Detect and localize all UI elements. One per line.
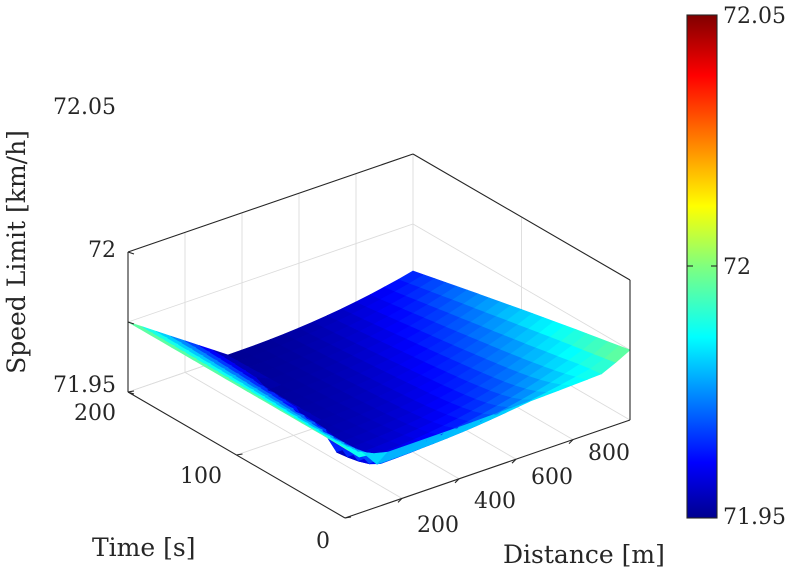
y-tick-label-0: 0 bbox=[316, 529, 330, 554]
x-tick-mark-2 bbox=[511, 458, 517, 464]
z-axis-title: Speed Limit [km/h] bbox=[2, 130, 31, 374]
box-edge-1 bbox=[127, 153, 414, 253]
box-edge-2 bbox=[412, 153, 631, 281]
y-axis-title: Time [s] bbox=[92, 533, 195, 562]
z-tick-mark-1 bbox=[127, 321, 135, 325]
grid-wall-z-1 bbox=[127, 223, 631, 351]
z-tick-mark-2 bbox=[127, 251, 135, 255]
x-tick-label-800: 800 bbox=[588, 441, 630, 466]
grid-wall-z-2 bbox=[127, 153, 631, 281]
y-tick-mark-1 bbox=[236, 453, 243, 456]
x-tick-label-600: 600 bbox=[531, 465, 573, 490]
y-tick-label-200: 200 bbox=[74, 401, 116, 426]
colorbar-tick-label-72.05: 72.05 bbox=[723, 4, 786, 29]
z-tick-label-72: 72 bbox=[88, 238, 116, 263]
z-tick-label-72.05: 72.05 bbox=[53, 95, 116, 120]
x-tick-mark-0 bbox=[397, 498, 403, 503]
box-edge-4 bbox=[344, 419, 631, 519]
x-axis-title: Distance [m] bbox=[503, 540, 665, 569]
axis-ticks bbox=[127, 251, 574, 519]
x-tick-mark-3 bbox=[568, 439, 574, 444]
x-tick-mark-1 bbox=[454, 478, 460, 484]
surface-mesh bbox=[127, 270, 631, 465]
y-tick-mark-0 bbox=[344, 516, 352, 519]
x-tick-label-200: 200 bbox=[417, 513, 459, 538]
z-tick-label-71.95: 71.95 bbox=[53, 373, 116, 398]
colorbar-tick-label-72: 72 bbox=[723, 255, 751, 280]
surface-cell-399 bbox=[604, 345, 631, 363]
x-tick-label-400: 400 bbox=[474, 489, 516, 514]
z-tick-mark-0 bbox=[127, 391, 135, 395]
colorbar-tick-label-71.95: 71.95 bbox=[723, 505, 786, 530]
y-tick-label-100: 100 bbox=[180, 464, 222, 489]
